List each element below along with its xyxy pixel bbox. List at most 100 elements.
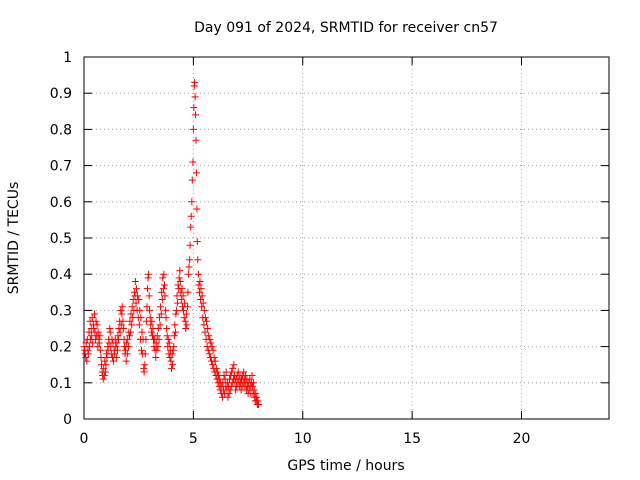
data-point <box>211 357 219 365</box>
data-point <box>93 321 101 329</box>
data-points <box>80 78 263 409</box>
data-point <box>160 270 168 278</box>
data-point <box>162 306 170 314</box>
data-point <box>112 343 120 351</box>
data-point <box>171 328 179 336</box>
data-point <box>152 339 160 347</box>
data-point <box>189 158 197 166</box>
y-tick-label: 0.2 <box>50 340 72 356</box>
data-point <box>136 306 144 314</box>
data-point <box>89 339 97 347</box>
data-point <box>186 241 194 249</box>
data-point <box>126 332 133 340</box>
data-point <box>240 368 248 376</box>
data-point <box>170 343 178 351</box>
data-point <box>248 372 256 380</box>
data-point <box>101 357 109 365</box>
data-point <box>183 303 191 311</box>
data-point <box>183 321 191 329</box>
data-point <box>141 361 149 369</box>
data-point <box>176 277 184 285</box>
data-point <box>161 292 169 300</box>
data-point <box>180 306 188 314</box>
data-point <box>147 328 155 336</box>
data-point <box>193 205 201 213</box>
data-point <box>230 361 238 369</box>
data-point <box>224 393 232 401</box>
data-point <box>102 361 110 369</box>
data-point <box>156 321 164 329</box>
data-point <box>116 328 124 336</box>
data-point <box>200 321 208 329</box>
data-point <box>161 281 168 289</box>
data-point <box>104 346 112 354</box>
data-point <box>208 343 216 351</box>
data-point <box>140 368 148 376</box>
data-point <box>172 310 180 318</box>
data-point <box>92 317 100 325</box>
data-point <box>134 292 142 300</box>
data-point <box>155 314 163 322</box>
data-point <box>185 263 193 271</box>
data-point <box>159 285 167 293</box>
data-point <box>168 364 175 372</box>
data-point <box>252 390 260 398</box>
data-point <box>157 303 165 311</box>
y-tick-label: 0.9 <box>50 86 72 102</box>
data-point <box>118 310 126 318</box>
data-point <box>131 277 139 285</box>
data-point <box>114 332 122 340</box>
data-point <box>148 317 156 325</box>
x-tick-label: 15 <box>403 431 421 447</box>
data-point <box>205 350 213 358</box>
data-point <box>153 332 161 340</box>
data-point <box>111 350 119 358</box>
data-point <box>96 346 104 354</box>
data-point <box>203 317 210 325</box>
data-point <box>159 274 167 282</box>
data-point <box>94 343 102 351</box>
data-point <box>185 270 193 278</box>
data-point <box>241 372 249 380</box>
data-point <box>189 125 197 133</box>
data-point <box>152 353 160 361</box>
data-point <box>157 310 165 318</box>
data-point <box>135 296 143 304</box>
data-point <box>197 296 205 304</box>
x-axis-label: GPS time / hours <box>287 458 404 474</box>
data-point <box>201 314 209 322</box>
data-point <box>180 314 188 322</box>
data-point <box>138 328 146 336</box>
data-point <box>207 339 215 347</box>
data-point <box>124 335 132 343</box>
data-point <box>97 353 105 361</box>
tick-labels: 00.10.20.30.40.50.60.70.80.910 5 10 15 20 <box>50 50 531 447</box>
y-tick-label: 1 <box>63 50 72 66</box>
data-point <box>158 288 166 296</box>
data-point <box>205 332 213 340</box>
data-point <box>166 353 174 361</box>
data-point <box>220 372 228 380</box>
data-point <box>119 317 127 325</box>
data-point <box>83 357 91 365</box>
data-point <box>155 335 163 343</box>
data-point <box>204 325 212 332</box>
data-point <box>250 386 258 394</box>
data-point <box>133 285 140 293</box>
grid <box>84 57 609 419</box>
data-point <box>192 169 200 177</box>
data-point <box>200 306 208 314</box>
data-point <box>229 364 237 372</box>
data-point <box>188 176 196 184</box>
data-point <box>255 401 263 409</box>
data-point <box>146 306 154 314</box>
data-point <box>85 343 93 351</box>
data-point <box>82 353 90 361</box>
data-point <box>91 310 98 318</box>
data-point <box>122 357 130 365</box>
data-point <box>85 328 93 336</box>
data-point <box>175 274 183 282</box>
chart-title: Day 091 of 2024, SRMTID for receiver cn5… <box>194 20 498 36</box>
data-point <box>182 325 190 332</box>
data-point <box>142 335 150 343</box>
